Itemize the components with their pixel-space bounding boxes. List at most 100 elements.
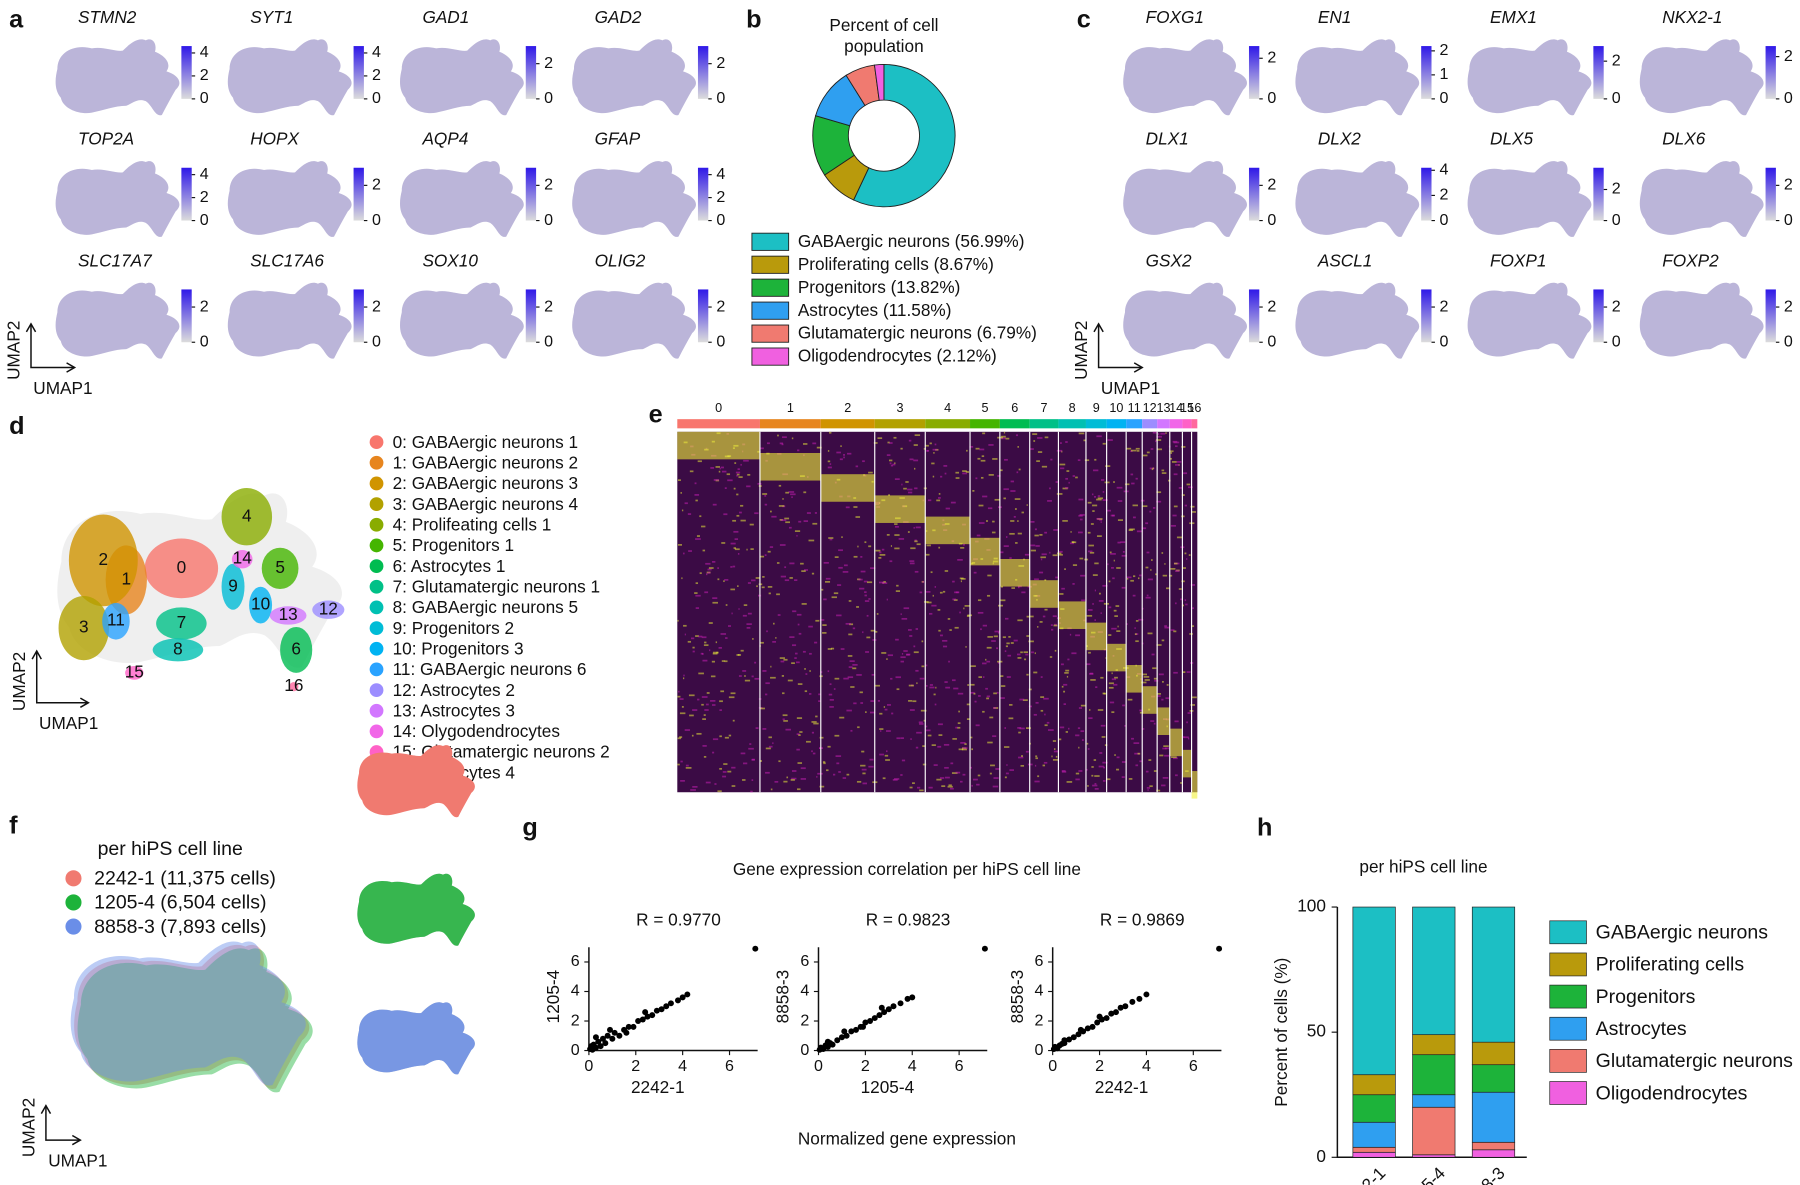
point (909, 994, 916, 1001)
heatmap-texture (1005, 772, 1009, 775)
heatmap-texture (1173, 671, 1178, 674)
heatmap-texture (787, 679, 793, 682)
heatmap-texture (1148, 759, 1152, 761)
heatmap-texture (785, 491, 789, 494)
heatmap-texture (1000, 675, 1004, 677)
heatmap-texture (759, 641, 764, 644)
bar-segment (1412, 906, 1456, 1036)
heatmap-texture (707, 568, 712, 571)
heatmap-texture (796, 748, 800, 751)
heatmap-block (1169, 728, 1183, 757)
heatmap-texture (1090, 523, 1094, 525)
heatmap-texture (1086, 614, 1093, 617)
heatmap-texture (995, 768, 1001, 770)
heatmap-texture (1017, 653, 1021, 656)
heatmap-texture (887, 654, 893, 657)
x-tick-label: 4 (908, 1057, 917, 1075)
gene-name: DLX5 (1490, 129, 1533, 149)
heatmap-texture (822, 624, 827, 626)
legend-swatch (751, 301, 790, 320)
heatmap-texture (847, 452, 852, 455)
heatmap-texture (702, 659, 708, 662)
heatmap-texture (1186, 558, 1188, 560)
heatmap-texture (1170, 524, 1176, 527)
heatmap-texture (1007, 654, 1012, 657)
heatmap-texture (712, 601, 718, 604)
heatmap-texture (1075, 634, 1080, 637)
heatmap-texture (842, 777, 847, 779)
legend-label: Glutamatergic neurons (1596, 1050, 1794, 1072)
cluster-label: 10 (1109, 401, 1123, 415)
heatmap-texture (705, 703, 709, 706)
cluster-label: 5 (981, 401, 988, 415)
heatmap-texture (976, 783, 980, 786)
cluster-bar (1142, 419, 1158, 429)
heatmap-texture (883, 706, 886, 708)
panel-title: per hiPS cell line (98, 838, 243, 860)
x-axis-label: UMAP1 (39, 713, 98, 733)
heatmap-texture (958, 710, 960, 713)
heatmap-texture (778, 484, 782, 487)
heatmap-texture (1135, 633, 1139, 635)
heatmap-texture (826, 769, 829, 772)
heatmap-texture (1165, 432, 1167, 434)
heatmap-texture (1087, 785, 1089, 787)
heatmap-texture (1021, 755, 1023, 757)
cluster-cells (58, 595, 110, 661)
heatmap-texture (862, 772, 866, 775)
point (981, 945, 988, 952)
heatmap-texture (708, 567, 714, 569)
legend-swatch (751, 278, 790, 297)
heatmap-texture (1017, 657, 1022, 659)
colorbar-label: 4 (200, 43, 209, 61)
panel-label: d (9, 412, 24, 440)
heatmap-texture (701, 636, 707, 639)
heatmap-texture (856, 606, 860, 608)
heatmap-texture (937, 609, 941, 611)
heatmap-texture (1015, 434, 1019, 437)
heatmap-texture (1094, 775, 1100, 777)
heatmap-texture (895, 676, 902, 679)
colorbar (697, 289, 709, 343)
point (1070, 1034, 1077, 1041)
heatmap-texture (812, 752, 816, 755)
arrow-head (31, 649, 42, 660)
cluster-bar (925, 419, 971, 429)
heatmap-texture (1030, 520, 1035, 523)
heatmap-texture (817, 772, 823, 775)
legend-label: 8858-3 (7,893 cells) (94, 916, 266, 938)
heatmap-block (1085, 622, 1107, 651)
heatmap-texture (925, 591, 931, 593)
heatmap-texture (914, 487, 918, 490)
legend-label: 10: Progenitors 3 (393, 638, 524, 658)
heatmap-texture (1128, 778, 1133, 780)
heatmap-texture (695, 582, 699, 585)
heatmap-texture (1070, 531, 1072, 533)
umap-cells (1639, 161, 1764, 237)
heatmap-texture (1055, 481, 1059, 483)
heatmap-texture (906, 653, 910, 656)
heatmap-texture (1063, 703, 1066, 706)
heatmap-texture (877, 700, 881, 702)
heatmap-texture (804, 690, 808, 693)
heatmap-texture (1003, 431, 1006, 434)
heatmap-texture (982, 710, 985, 713)
heatmap-texture (1075, 778, 1080, 781)
heatmap-texture (737, 468, 740, 471)
heatmap-texture (1061, 587, 1065, 590)
heatmap-texture (679, 736, 683, 738)
heatmap-texture (784, 579, 790, 582)
cluster-cells (221, 563, 245, 610)
colorbar (525, 167, 537, 221)
heatmap-texture (1164, 747, 1170, 750)
heatmap-texture (1157, 695, 1161, 697)
heatmap-texture (814, 512, 817, 514)
heatmap-texture (811, 731, 814, 734)
heatmap-texture (688, 694, 695, 697)
heatmap-texture (1117, 519, 1123, 521)
heatmap-texture (1187, 737, 1190, 740)
heatmap-texture (931, 462, 935, 465)
heatmap-texture (712, 652, 718, 655)
heatmap-texture (962, 472, 967, 475)
cluster-bar (759, 419, 821, 429)
